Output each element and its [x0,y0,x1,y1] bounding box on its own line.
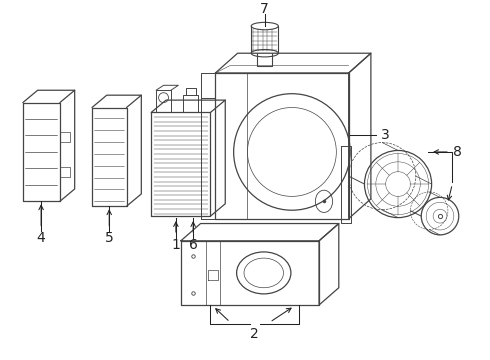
Text: 6: 6 [189,238,197,252]
Text: 1: 1 [172,238,180,252]
Text: 8: 8 [453,145,462,159]
Text: 4: 4 [37,231,46,246]
Text: 2: 2 [250,327,259,341]
Text: 5: 5 [105,231,114,246]
Text: 3: 3 [381,128,390,142]
Text: 7: 7 [260,2,269,16]
